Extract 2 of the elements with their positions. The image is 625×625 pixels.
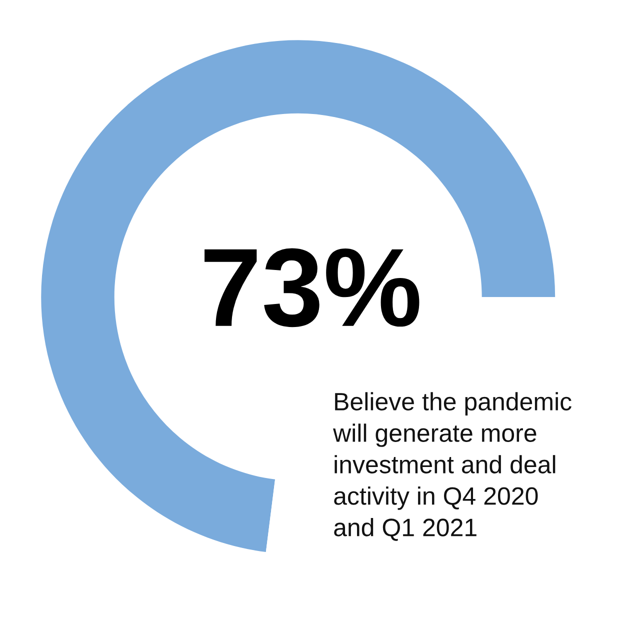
data-label: 73% — [204, 248, 420, 328]
text: Believe the pandemic will generate more investment and deal activity in Q4 2020 and Q1 2021 — [333, 392, 572, 541]
